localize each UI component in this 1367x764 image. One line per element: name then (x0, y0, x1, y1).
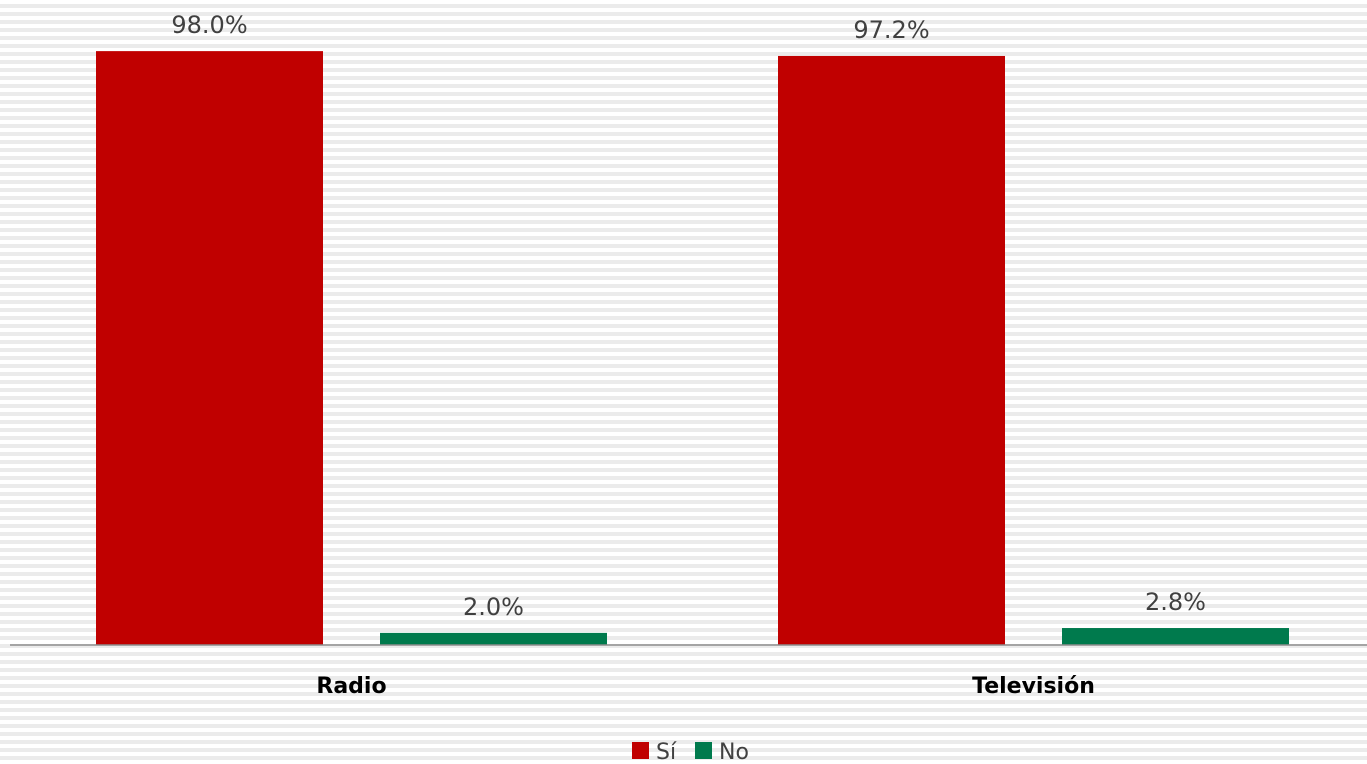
bar-television-si (778, 55, 1005, 645)
data-label-television-no: 2.8% (1145, 588, 1206, 616)
legend-swatch-si (632, 742, 649, 759)
data-labels-group: 98.0% 2.0% 97.2% 2.8% (171, 11, 1206, 621)
legend-label-no: No (719, 740, 749, 764)
legend-label-si: Sí (656, 740, 677, 764)
category-label-radio: Radio (316, 674, 386, 699)
data-label-television-si: 97.2% (853, 16, 929, 44)
data-label-radio-si: 98.0% (171, 11, 247, 39)
bar-radio-no (380, 632, 607, 645)
bar-television-no (1062, 628, 1289, 645)
legend: Sí No (632, 740, 749, 764)
category-label-television: Televisión (972, 674, 1095, 699)
legend-swatch-no (695, 742, 712, 759)
data-label-radio-no: 2.0% (463, 593, 524, 621)
category-labels-group: Radio Televisión (316, 674, 1094, 699)
bar-radio-si (96, 51, 323, 646)
bars-group (96, 51, 1289, 646)
